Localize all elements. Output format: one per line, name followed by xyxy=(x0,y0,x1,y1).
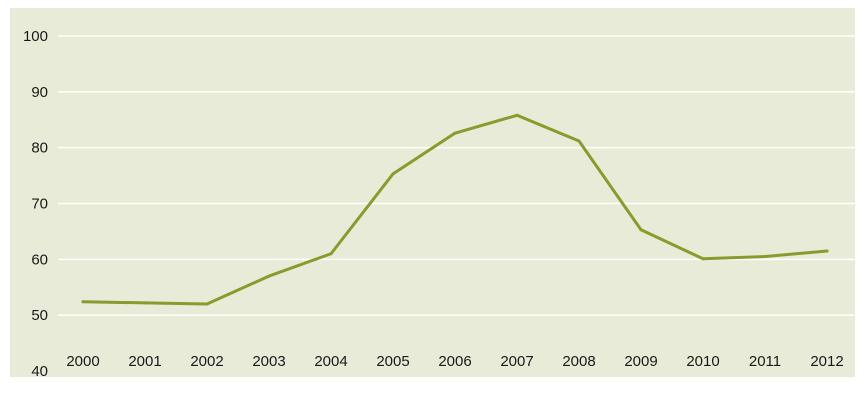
x-tick-label: 2003 xyxy=(252,353,285,370)
x-tick-label: 2010 xyxy=(686,353,719,370)
x-tick-label: 2006 xyxy=(438,353,471,370)
grid-lines xyxy=(58,35,855,316)
x-tick-label: 2012 xyxy=(810,353,843,370)
data-point xyxy=(701,257,705,261)
x-tick-label: 2007 xyxy=(500,353,533,370)
data-point xyxy=(577,139,581,143)
data-point xyxy=(515,113,519,117)
y-tick-label: 50 xyxy=(31,307,48,324)
x-tick-label: 2008 xyxy=(562,353,595,370)
data-point xyxy=(453,131,457,135)
y-tick-label: 40 xyxy=(31,363,48,380)
x-tick-label: 2001 xyxy=(128,353,161,370)
y-tick-label: 90 xyxy=(31,84,48,101)
data-point xyxy=(763,255,767,259)
data-point xyxy=(205,302,209,306)
data-point xyxy=(143,301,147,305)
y-axis-tick-labels: 40 50 60 70 80 90 100 xyxy=(23,28,48,380)
y-tick-label: 70 xyxy=(31,196,48,213)
x-tick-label: 2011 xyxy=(749,353,781,370)
data-point xyxy=(825,249,829,253)
x-tick-label: 2002 xyxy=(190,353,223,370)
data-point xyxy=(391,172,395,176)
x-tick-label: 2004 xyxy=(314,353,347,370)
x-tick-label: 2000 xyxy=(66,353,99,370)
data-point xyxy=(329,252,333,256)
x-axis-tick-labels: 2000 2001 2002 2003 2004 2005 2006 2007 2008 2009… xyxy=(66,353,843,370)
data-point xyxy=(267,274,271,278)
x-tick-label: 2009 xyxy=(624,353,657,370)
plot-background xyxy=(10,8,855,377)
x-tick-label: 2005 xyxy=(376,353,409,370)
data-points xyxy=(81,113,829,306)
y-tick-label: 100 xyxy=(23,28,48,45)
y-tick-label: 60 xyxy=(31,251,48,268)
data-point xyxy=(81,300,85,304)
y-tick-label: 80 xyxy=(31,140,48,157)
data-point xyxy=(639,228,643,232)
